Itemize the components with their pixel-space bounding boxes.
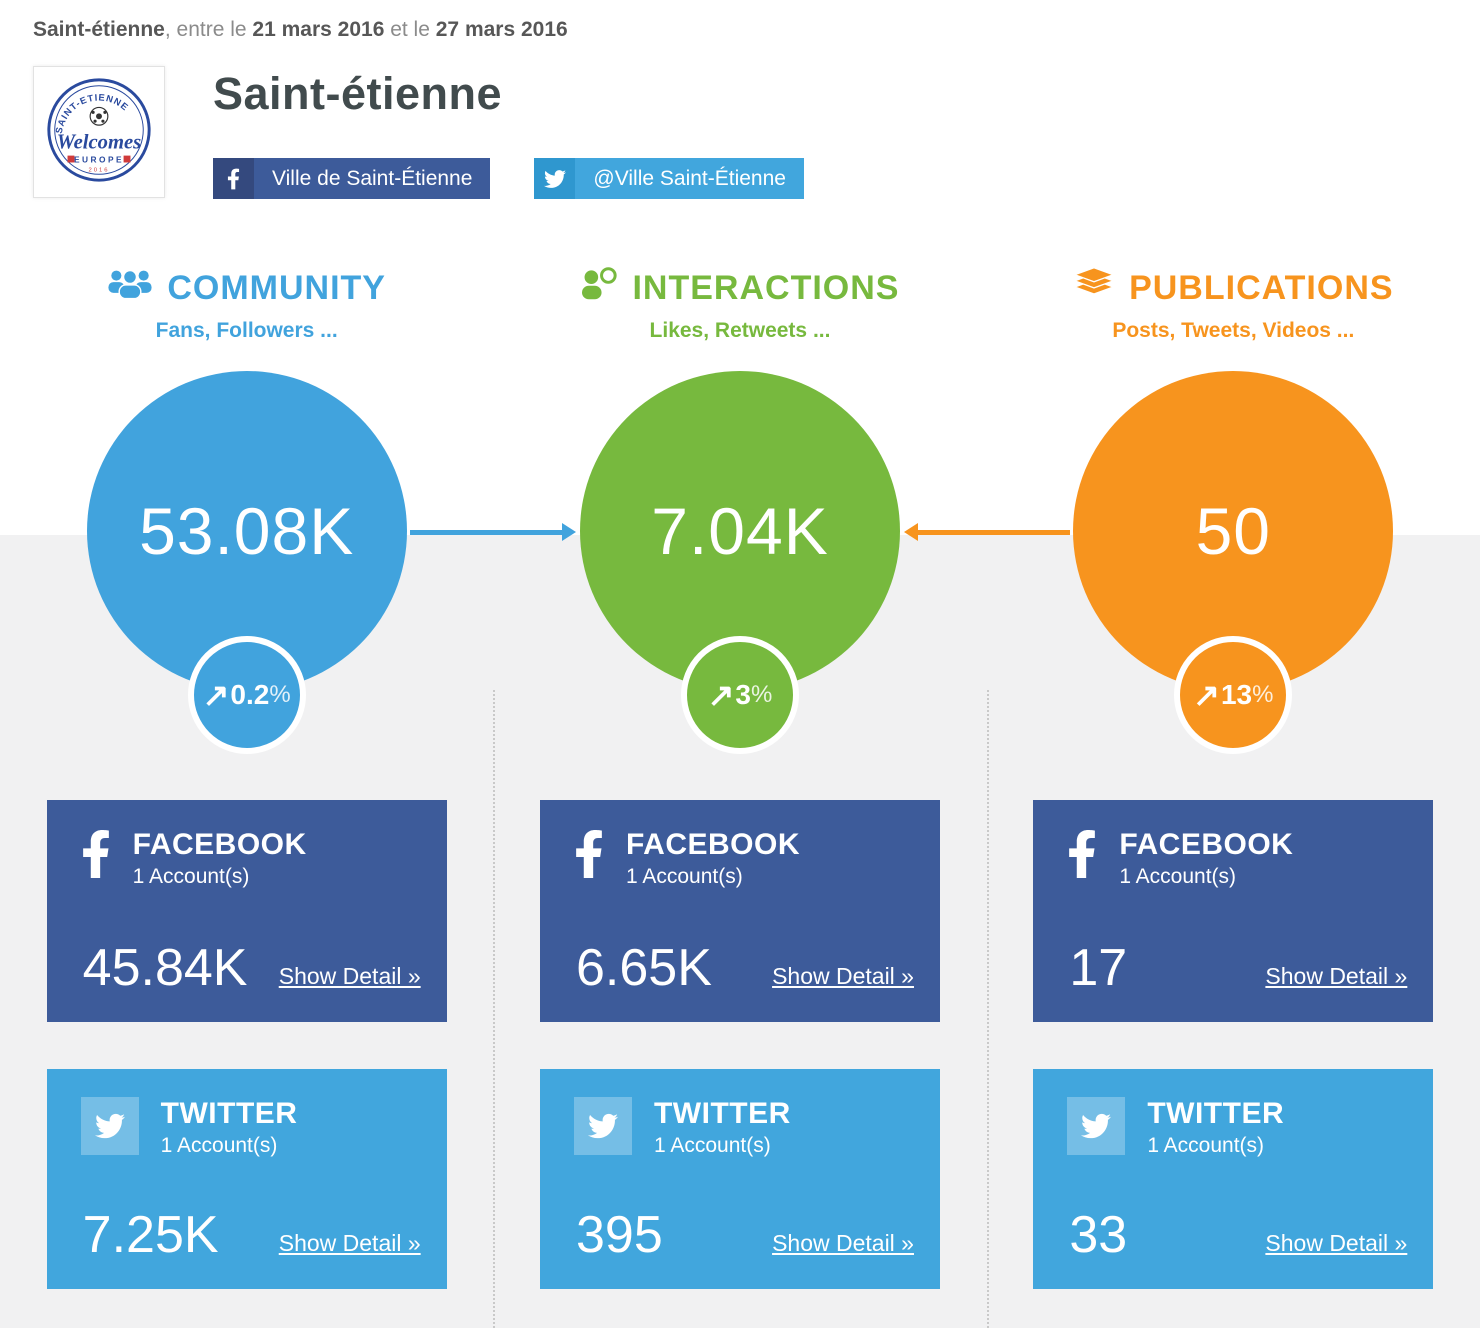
interactions-section-title: INTERACTIONS (632, 268, 900, 307)
interactions-column: INTERACTIONS Likes, Retweets ... 7.04K ↗… (493, 266, 986, 1289)
twitter-card-title: TWITTER (653, 1097, 791, 1130)
facebook-accounts-count: 1 Account(s) (132, 865, 250, 888)
city-logo: SAINT-ETIENNE Welcomes EUROPE 2016 (33, 66, 165, 198)
interactions-facebook-card: FACEBOOK 1 Account(s) 6.65K Show Detail … (539, 800, 940, 1022)
publications-facebook-show-detail-link[interactable]: Show Detail » (1265, 963, 1408, 989)
twitter-card-title: TWITTER (1147, 1097, 1285, 1130)
community-to-interactions-arrow (410, 523, 576, 541)
community-facebook-card: FACEBOOK 1 Account(s) 45.84K Show Detail… (46, 800, 447, 1022)
facebook-account-badge[interactable]: Ville de Saint-Étienne (213, 158, 491, 199)
interactions-twitter-value: 395 (575, 1206, 663, 1264)
twitter-account-badge[interactable]: @Ville Saint-Étienne (534, 158, 804, 199)
publications-column: PUBLICATIONS Posts, Tweets, Videos ... 5… (987, 266, 1480, 1289)
community-column: COMMUNITY Fans, Followers ... 53.08K ↗ 0… (0, 269, 493, 1289)
publications-trend-unit: % (1252, 681, 1274, 708)
breadcrumb-text-et: et le (384, 18, 436, 41)
publications-trend-badge: ↗ 13 % (1174, 636, 1293, 754)
publications-facebook-card: FACEBOOK 1 Account(s) 17 Show Detail » (1033, 800, 1434, 1022)
trend-up-arrow-icon: ↗ (202, 677, 230, 713)
interactions-subtitle: Likes, Retweets ... (649, 319, 831, 342)
svg-text:Welcomes: Welcomes (57, 132, 141, 154)
twitter-account-name: @Ville Saint-Étienne (575, 158, 804, 199)
interactions-section-header: INTERACTIONS (580, 266, 900, 310)
profile-header: SAINT-ETIENNE Welcomes EUROPE 2016 Saint (33, 66, 1480, 199)
facebook-card-title: FACEBOOK (625, 828, 800, 861)
community-twitter-value: 7.25K (82, 1206, 219, 1264)
community-people-icon (107, 267, 153, 309)
community-trend-value: 0.2 (230, 679, 270, 710)
interactions-trend-unit: % (751, 681, 773, 708)
facebook-card-title: FACEBOOK (1119, 828, 1294, 861)
facebook-icon (81, 828, 111, 878)
svg-text:EUROPE: EUROPE (74, 154, 124, 164)
community-facebook-show-detail-link[interactable]: Show Detail » (278, 963, 421, 989)
interactions-trend-badge: ↗ 3 % (680, 636, 799, 754)
interactions-facebook-show-detail-link[interactable]: Show Detail » (772, 963, 914, 989)
interactions-twitter-show-detail-link[interactable]: Show Detail » (772, 1230, 914, 1256)
facebook-accounts-count: 1 Account(s) (1119, 865, 1237, 888)
community-twitter-card: TWITTER 1 Account(s) 7.25K Show Detail » (46, 1069, 447, 1289)
breadcrumb-date-start: 21 mars 2016 (252, 18, 385, 41)
community-trend-badge: ↗ 0.2 % (187, 636, 306, 754)
publications-twitter-show-detail-link[interactable]: Show Detail » (1265, 1230, 1408, 1256)
publications-twitter-card: TWITTER 1 Account(s) 33 Show Detail » (1033, 1069, 1434, 1289)
publications-twitter-value: 33 (1069, 1206, 1128, 1264)
community-trend-unit: % (269, 681, 291, 708)
interactions-person-chat-icon (580, 266, 618, 310)
publications-facebook-value: 17 (1069, 939, 1128, 997)
facebook-card-title: FACEBOOK (132, 828, 307, 861)
twitter-card-title: TWITTER (160, 1097, 298, 1130)
facebook-accounts-count: 1 Account(s) (625, 865, 743, 888)
interactions-twitter-card: TWITTER 1 Account(s) 395 Show Detail » (539, 1069, 940, 1289)
publications-section-header: PUBLICATIONS (1072, 266, 1394, 310)
twitter-icon (80, 1097, 139, 1155)
breadcrumb-text-entre: , entre le (164, 18, 253, 41)
community-twitter-show-detail-link[interactable]: Show Detail » (278, 1230, 421, 1256)
publications-stack-icon (1072, 266, 1116, 310)
column-separator (987, 690, 989, 1328)
community-facebook-value: 45.84K (82, 939, 248, 997)
column-separator (493, 690, 495, 1328)
metric-columns: COMMUNITY Fans, Followers ... 53.08K ↗ 0… (0, 266, 1480, 1289)
twitter-icon (1067, 1097, 1126, 1155)
twitter-accounts-count: 1 Account(s) (160, 1134, 278, 1157)
interactions-facebook-value: 6.65K (575, 939, 712, 997)
community-section-header: COMMUNITY (107, 269, 386, 307)
breadcrumb-entity: Saint-étienne (33, 18, 165, 41)
facebook-icon (213, 158, 254, 199)
trend-up-arrow-icon: ↗ (707, 677, 735, 713)
interactions-trend-value: 3 (735, 679, 751, 710)
publications-trend-value: 13 (1220, 679, 1253, 710)
publications-total-value: 50 (1195, 494, 1272, 568)
publications-to-interactions-arrow (904, 523, 1070, 541)
svg-text:2016: 2016 (89, 167, 110, 173)
publications-subtitle: Posts, Tweets, Videos ... (1112, 319, 1355, 342)
social-account-badges: Ville de Saint-Étienne @Ville Saint-Étie… (213, 158, 804, 199)
facebook-icon (574, 828, 604, 878)
twitter-accounts-count: 1 Account(s) (653, 1134, 771, 1157)
twitter-icon (534, 158, 576, 199)
breadcrumb: Saint-étienne, entre le 21 mars 2016 et … (0, 0, 1480, 42)
page-title: Saint-étienne (213, 68, 503, 119)
community-section-title: COMMUNITY (167, 268, 386, 307)
facebook-icon (1067, 828, 1097, 878)
trend-up-arrow-icon: ↗ (1193, 677, 1220, 713)
breadcrumb-date-end: 27 mars 2016 (435, 18, 568, 41)
saint-etienne-badge-logo: SAINT-ETIENNE Welcomes EUROPE 2016 (47, 78, 151, 182)
interactions-total-value: 7.04K (651, 494, 829, 568)
twitter-icon (573, 1097, 632, 1155)
facebook-account-name: Ville de Saint-Étienne (254, 158, 491, 199)
community-total-value: 53.08K (139, 494, 355, 568)
community-subtitle: Fans, Followers ... (155, 319, 338, 342)
twitter-accounts-count: 1 Account(s) (1147, 1134, 1265, 1157)
publications-section-title: PUBLICATIONS (1129, 268, 1394, 307)
